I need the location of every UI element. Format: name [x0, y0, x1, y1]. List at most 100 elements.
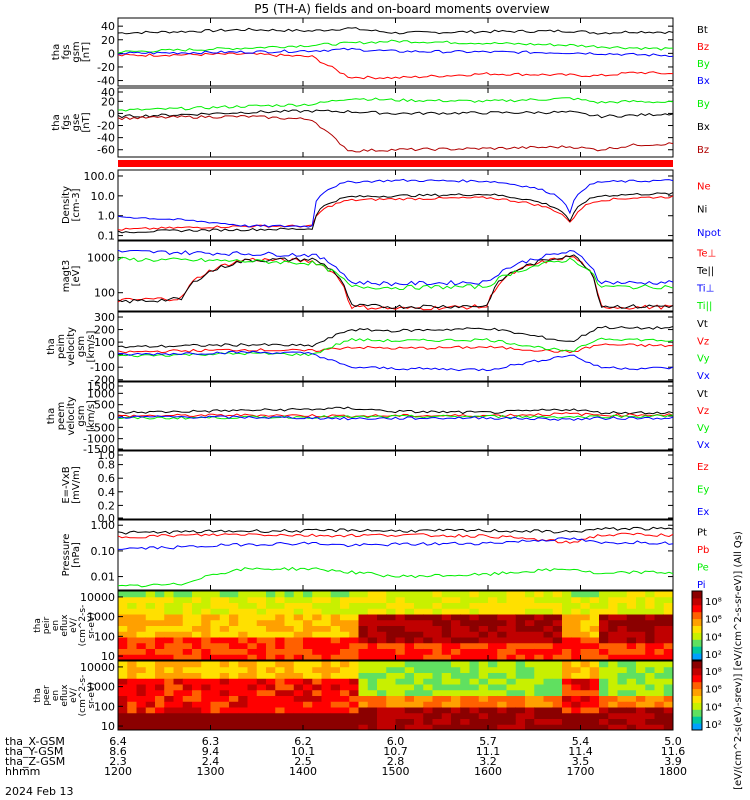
spectrogram-cell — [358, 666, 369, 673]
spectrogram-cell — [404, 661, 415, 668]
spectrogram-cell — [192, 637, 202, 644]
ephem-value: 8.6 — [109, 745, 127, 758]
spectrogram-cell — [386, 724, 396, 731]
spectrogram-cell — [210, 631, 221, 638]
series-line-Pe — [117, 566, 674, 588]
series-line-Ti⊥ — [117, 249, 674, 287]
spectrogram-cell — [256, 631, 267, 638]
legend-Ti||: Ti|| — [696, 301, 712, 312]
spectrogram-cell — [543, 631, 554, 638]
series-line-Bz — [117, 114, 674, 153]
spectrogram-cell — [284, 619, 295, 626]
spectrogram-cell — [617, 596, 628, 603]
spectrogram-cell — [525, 614, 535, 621]
spectrogram-cell — [136, 689, 147, 696]
spectrogram-cell — [552, 666, 563, 673]
spectrogram-cell — [469, 666, 480, 673]
spectrogram-cell — [192, 666, 202, 673]
ephem-value: 6.0 — [387, 735, 405, 748]
spectrogram-cell — [663, 631, 674, 638]
spectrogram-cell — [145, 642, 156, 649]
spectrogram-cell — [497, 614, 507, 621]
spectrogram-cell — [155, 695, 165, 702]
spectrogram-cell — [515, 596, 526, 603]
spectrogram-cell — [571, 648, 581, 655]
spectrogram-cell — [349, 684, 359, 691]
legend-Vz: Vz — [697, 336, 709, 347]
spectrogram-cell — [136, 608, 147, 615]
spectrogram-cell — [386, 619, 396, 626]
spectrogram-cell — [358, 718, 369, 725]
spectrogram-cell — [349, 637, 359, 644]
spectrogram-cell — [617, 619, 628, 626]
spectrogram-cell — [312, 625, 322, 632]
spectrogram-cell — [552, 724, 563, 731]
spectrogram-cell — [552, 712, 563, 719]
spectrogram-cell — [404, 695, 415, 702]
spectrogram-cell — [256, 654, 267, 661]
spectrogram-cell — [358, 596, 369, 603]
spectrogram-cell — [506, 596, 517, 603]
colorbar-step — [692, 632, 702, 640]
spectrogram-cell — [645, 707, 655, 714]
spectrogram-cell — [663, 684, 674, 691]
spectrogram-cell — [377, 654, 387, 661]
spectrogram-cell — [284, 591, 295, 598]
ephem-value: 6.2 — [294, 735, 312, 748]
spectrogram-cell — [266, 614, 276, 621]
spectrogram-cell — [229, 591, 239, 598]
spectrogram-cell — [145, 596, 156, 603]
spectrogram-cell — [164, 661, 174, 668]
spectrogram-cell — [497, 678, 507, 685]
spectrogram-cell — [312, 591, 322, 598]
spectrogram-cell — [192, 661, 202, 668]
spectrogram-cell — [219, 619, 230, 626]
spectrogram-cell — [256, 614, 267, 621]
spectrogram-cell — [118, 678, 128, 685]
spectrogram-cell — [284, 666, 295, 673]
spectrogram-cell — [562, 642, 572, 649]
spectrogram-cell — [358, 678, 369, 685]
spectrogram-cell — [247, 596, 258, 603]
spectrogram-cell — [173, 712, 184, 719]
spectrogram-cell — [432, 591, 443, 598]
spectrogram-cell — [395, 608, 406, 615]
spectrogram-cell — [497, 608, 507, 615]
spectrogram-cell — [571, 724, 581, 731]
spectrogram-cell — [451, 666, 461, 673]
spectrogram-cell — [377, 648, 387, 655]
spectrogram-cell — [654, 608, 665, 615]
spectrogram-cell — [663, 689, 674, 696]
spectrogram-cell — [182, 614, 193, 621]
spectrogram-cell — [210, 591, 221, 598]
spectrogram-cell — [414, 661, 424, 668]
spectrogram-cell — [571, 614, 581, 621]
spectrogram-cell — [266, 648, 276, 655]
spectrogram-cell — [358, 637, 369, 644]
spectrogram-cell — [182, 654, 193, 661]
spectrogram-cell — [543, 608, 554, 615]
spectrogram-cell — [164, 619, 174, 626]
colorbar-step — [692, 661, 702, 669]
spectrogram-cell — [478, 654, 489, 661]
spectrogram-cell — [330, 637, 341, 644]
ylabel-line: [eV] — [71, 266, 82, 287]
colorbar-step — [692, 618, 702, 626]
spectrogram-cell — [654, 637, 665, 644]
spectrogram-cell — [488, 608, 498, 615]
spectrogram-cell — [201, 672, 211, 679]
spectrogram-cell — [349, 718, 359, 725]
spectrogram-cell — [164, 678, 174, 685]
spectrogram-cell — [515, 718, 526, 725]
spectrogram-cell — [478, 631, 489, 638]
spectrogram-cell — [534, 654, 544, 661]
ytick-label: 10000 — [80, 591, 115, 604]
spectrogram-cell — [432, 712, 443, 719]
spectrogram-cell — [441, 672, 452, 679]
spectrogram-cell — [469, 724, 480, 731]
spectrogram-cell — [645, 654, 655, 661]
spectrogram-cell — [478, 608, 489, 615]
spectrogram-cell — [441, 619, 452, 626]
